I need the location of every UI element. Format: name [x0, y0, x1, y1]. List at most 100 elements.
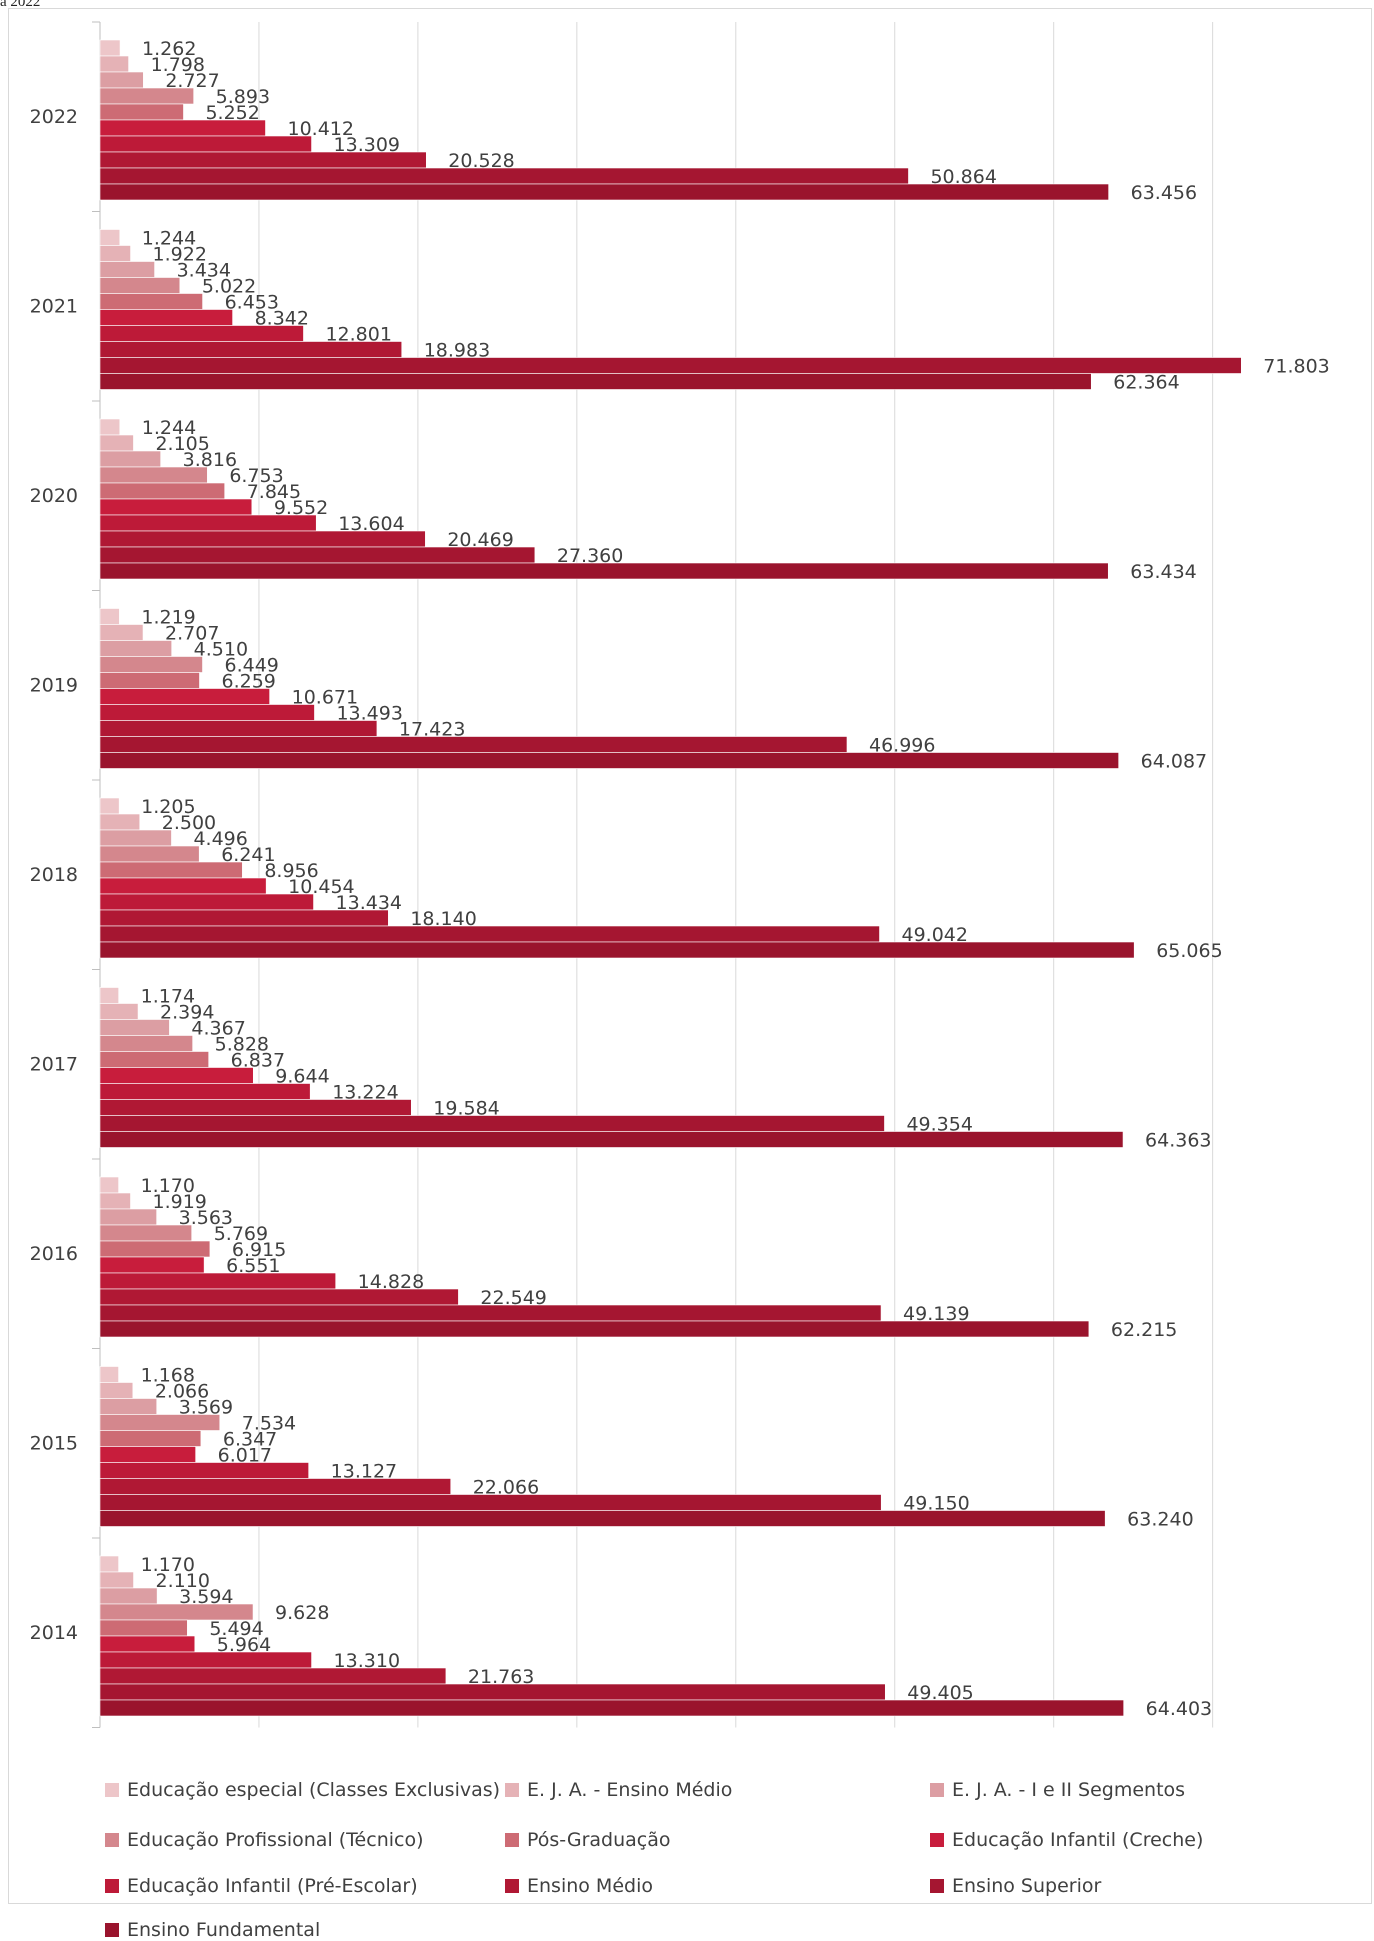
data-label: 8.956	[264, 860, 318, 882]
bar	[99, 1619, 188, 1637]
data-label: 9.644	[275, 1066, 329, 1088]
bar	[99, 704, 315, 721]
data-label: 4.510	[194, 639, 248, 661]
data-label: 6.241	[221, 844, 275, 866]
bar	[99, 1635, 196, 1653]
legend-item: E. J. A. - I e II Segmentos	[930, 1779, 1185, 1801]
bar	[99, 229, 121, 246]
bar	[99, 736, 848, 753]
bar	[99, 119, 266, 137]
bar	[99, 640, 172, 657]
data-label: 5.828	[215, 1034, 269, 1056]
data-label: 50.864	[930, 166, 996, 188]
bar	[99, 1115, 885, 1132]
data-label: 19.584	[433, 1098, 499, 1120]
bar	[99, 1176, 119, 1194]
bar	[99, 1240, 211, 1258]
bar	[99, 87, 194, 105]
bar	[99, 1587, 158, 1605]
bar	[99, 688, 270, 705]
data-label: 1.170	[141, 1175, 195, 1197]
data-label: 7.534	[242, 1413, 296, 1435]
bar	[99, 813, 141, 831]
data-label: 12.801	[325, 324, 391, 346]
data-label: 5.494	[209, 1618, 263, 1640]
data-label: 2.727	[165, 70, 219, 92]
bar	[99, 720, 378, 737]
data-label: 71.803	[1263, 356, 1329, 378]
data-label: 1.205	[141, 796, 195, 818]
data-label: 10.671	[292, 687, 358, 709]
bar	[99, 1288, 459, 1306]
legend-swatch	[105, 1923, 119, 1937]
data-label: 46.996	[869, 735, 935, 757]
data-label: 64.403	[1146, 1698, 1212, 1720]
data-label: 17.423	[399, 719, 465, 741]
bar	[99, 1382, 134, 1399]
data-label: 21.763	[468, 1666, 534, 1688]
bar	[99, 1256, 205, 1274]
data-label: 64.087	[1141, 751, 1207, 773]
category-label: 2015	[30, 1432, 78, 1454]
data-label: 20.469	[447, 529, 513, 551]
bar	[99, 1366, 119, 1383]
data-label: 2.500	[162, 812, 216, 834]
category-label: 2014	[30, 1622, 78, 1644]
bar	[99, 1510, 1106, 1527]
data-label: 63.240	[1127, 1509, 1193, 1531]
bar	[99, 1131, 1124, 1148]
data-label: 49.042	[902, 924, 968, 946]
data-label: 2.394	[160, 1002, 214, 1024]
bar	[99, 1555, 119, 1573]
legend-label: Ensino Fundamental	[127, 1919, 321, 1941]
bar	[99, 1683, 886, 1701]
bar	[99, 1667, 447, 1685]
data-label: 2.105	[155, 433, 209, 455]
bar	[99, 103, 184, 121]
data-label: 5.769	[214, 1223, 268, 1245]
data-label: 2.707	[165, 623, 219, 645]
data-label: 1.170	[141, 1554, 195, 1576]
legend-swatch	[930, 1879, 944, 1893]
data-label: 5.252	[205, 102, 259, 124]
bar	[99, 752, 1119, 769]
bar	[99, 845, 200, 863]
data-label: 22.549	[480, 1287, 546, 1309]
bar	[99, 1003, 139, 1020]
bar	[99, 1067, 254, 1084]
data-label: 3.569	[179, 1397, 233, 1419]
data-label: 13.604	[338, 513, 404, 535]
legend-item: Educação Profissional (Técnico)	[105, 1829, 424, 1851]
bar	[99, 418, 121, 436]
data-label: 1.168	[141, 1365, 195, 1387]
data-label: 49.405	[907, 1682, 973, 1704]
data-label: 2.066	[155, 1381, 209, 1403]
legend-label: E. J. A. - I e II Segmentos	[952, 1779, 1186, 1801]
bar	[99, 151, 427, 169]
legend-swatch	[930, 1783, 944, 1797]
bar	[99, 1398, 158, 1415]
data-label: 6.915	[232, 1239, 286, 1261]
bar	[99, 530, 426, 548]
bar	[99, 341, 403, 358]
bar	[99, 434, 134, 452]
data-label: 4.367	[191, 1018, 245, 1040]
data-label: 64.363	[1145, 1130, 1211, 1152]
legend-label: Educação Infantil (Pré-Escolar)	[127, 1875, 418, 1897]
legend-label: Educação Infantil (Creche)	[952, 1829, 1204, 1851]
legend-item: Ensino Superior	[930, 1875, 1101, 1897]
data-label: 5.022	[202, 276, 256, 298]
data-label: 1.174	[141, 986, 195, 1008]
bar	[99, 861, 243, 879]
bar	[99, 498, 253, 516]
data-label: 62.215	[1111, 1319, 1177, 1341]
legend-label: E. J. A. - Ensino Médio	[527, 1779, 733, 1801]
category-label: 2021	[30, 295, 78, 317]
bar	[99, 373, 1092, 390]
legend-item: Ensino Médio	[505, 1875, 653, 1897]
data-label: 13.493	[336, 703, 402, 725]
bar	[99, 1699, 1124, 1717]
legend-item: Educação Infantil (Creche)	[930, 1829, 1203, 1851]
legend-label: Pós-Graduação	[527, 1829, 671, 1851]
legend-swatch	[930, 1833, 944, 1847]
